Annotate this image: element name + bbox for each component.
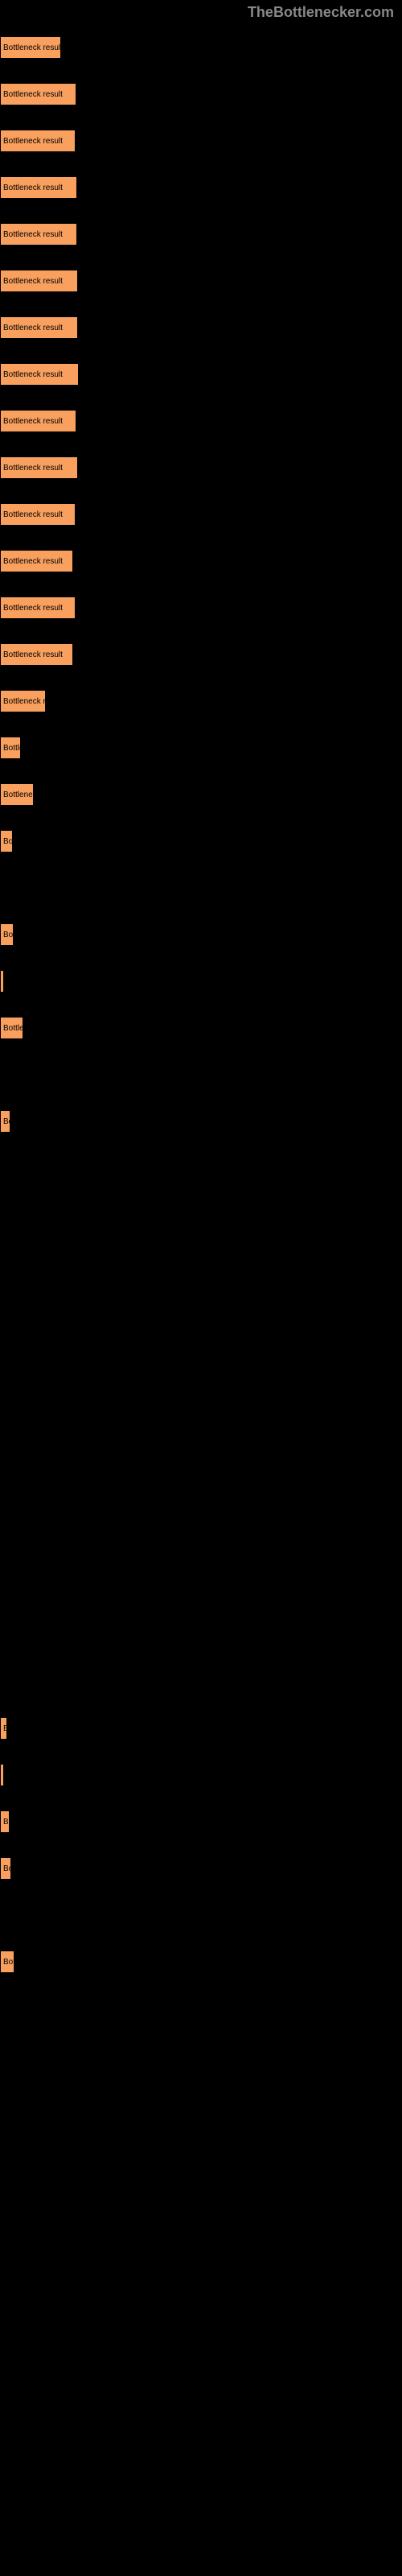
bar-row xyxy=(0,1145,402,1191)
bar-chart: Bottleneck result Bottleneck result Bottle… xyxy=(0,0,402,2562)
bar-row: Bottleneck result xyxy=(0,1098,402,1145)
bar: Bottleneck result xyxy=(0,410,76,432)
bar: Bottleneck result xyxy=(0,970,4,993)
bar-row: Bottleneck result xyxy=(0,71,402,118)
bar-row xyxy=(0,1285,402,1331)
bar: Bottleneck result xyxy=(0,176,77,199)
bar: Bottleneck result xyxy=(0,550,73,572)
bar: Bottleneck result xyxy=(0,1764,4,1786)
bar: Bottleneck result xyxy=(0,643,73,666)
bar: Bottleneck result xyxy=(0,1857,11,1880)
bar-row: Bottleneck result xyxy=(0,678,402,724)
bar-row xyxy=(0,2219,402,2265)
bar: Bottleneck result xyxy=(0,783,34,806)
bar-row xyxy=(0,2359,402,2405)
bar: Bottleneck result xyxy=(0,1810,10,1833)
bar-row xyxy=(0,1985,402,2032)
bar-row xyxy=(0,865,402,911)
bar: Bottleneck result xyxy=(0,1717,7,1740)
bar-row xyxy=(0,1892,402,1938)
bar-row xyxy=(0,2312,402,2359)
bar-row xyxy=(0,1051,402,1098)
bar-row: Bottleneck result xyxy=(0,958,402,1005)
bar-row xyxy=(0,1425,402,1472)
bar-row: Bottleneck result xyxy=(0,631,402,678)
bar-row: Bottleneck result xyxy=(0,1705,402,1752)
bar-row: Bottleneck result xyxy=(0,818,402,865)
bar: Bottleneck result xyxy=(0,1951,14,1973)
bar: Bottleneck result xyxy=(0,830,13,852)
bar-row: Bottleneck result xyxy=(0,398,402,444)
bar: Bottleneck result xyxy=(0,316,78,339)
bar: Bottleneck result xyxy=(0,923,14,946)
bar-row xyxy=(0,1472,402,1518)
bar-row: Bottleneck result xyxy=(0,491,402,538)
bar: Bottleneck result xyxy=(0,1110,10,1133)
bar-row xyxy=(0,1518,402,1565)
bar-row xyxy=(0,2499,402,2545)
bar-row: Bottleneck result xyxy=(0,211,402,258)
bar: Bottleneck result xyxy=(0,363,79,386)
bar-row xyxy=(0,1658,402,1705)
bar: Bottleneck result xyxy=(0,83,76,105)
bar: Bottleneck result xyxy=(0,223,77,246)
bar-row xyxy=(0,2079,402,2125)
bar-row xyxy=(0,1238,402,1285)
bar: Bottleneck result xyxy=(0,690,46,712)
bar-row: Bottleneck result xyxy=(0,584,402,631)
bar-row: Bottleneck result xyxy=(0,538,402,584)
bar-row xyxy=(0,1378,402,1425)
bar-row: Bottleneck result xyxy=(0,1845,402,1892)
bar-row: Bottleneck result xyxy=(0,164,402,211)
bar: Bottleneck result xyxy=(0,737,21,759)
bar-row: Bottleneck result xyxy=(0,1752,402,1798)
bar-row: Bottleneck result xyxy=(0,304,402,351)
bar-row xyxy=(0,2265,402,2312)
bar-row: Bottleneck result xyxy=(0,118,402,164)
bar-row: Bottleneck result xyxy=(0,1005,402,1051)
bar-row: Bottleneck result xyxy=(0,1798,402,1845)
bar: Bottleneck result xyxy=(0,597,76,619)
bar-row xyxy=(0,2405,402,2452)
bar: Bottleneck result xyxy=(0,456,78,479)
bar-row xyxy=(0,2032,402,2079)
bar-row xyxy=(0,1191,402,1238)
bar-row: Bottleneck result xyxy=(0,258,402,304)
bar-row xyxy=(0,1612,402,1658)
bar: Bottleneck result xyxy=(0,130,76,152)
bar-row xyxy=(0,2452,402,2499)
bar: Bottleneck result xyxy=(0,1017,23,1039)
bar: Bottleneck result xyxy=(0,36,61,59)
bar-row: Bottleneck result xyxy=(0,724,402,771)
bar: Bottleneck result xyxy=(0,503,76,526)
bar-row xyxy=(0,2172,402,2219)
bar-row: Bottleneck result xyxy=(0,444,402,491)
bar-row: Bottleneck result xyxy=(0,24,402,71)
bar-row: Bottleneck result xyxy=(0,351,402,398)
bar-row xyxy=(0,1565,402,1612)
bar: Bottleneck result xyxy=(0,270,78,292)
bar-row xyxy=(0,1331,402,1378)
bar-row: Bottleneck result xyxy=(0,1938,402,1985)
bar-row: Bottleneck result xyxy=(0,771,402,818)
bar-row xyxy=(0,2125,402,2172)
bar-row: Bottleneck result xyxy=(0,911,402,958)
